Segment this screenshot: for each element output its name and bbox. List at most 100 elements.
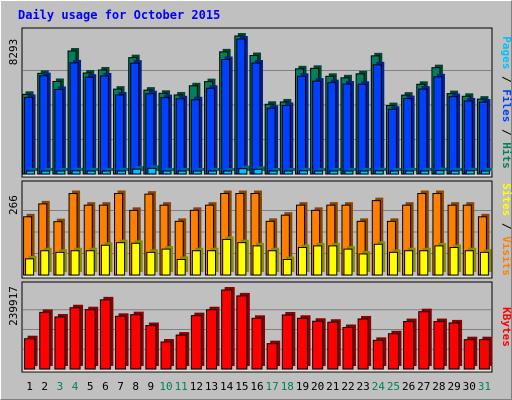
x-label-day-14: 14 bbox=[220, 380, 234, 393]
y-max-label: 239917 bbox=[7, 286, 20, 326]
bar-sites-day-22-face bbox=[343, 248, 353, 276]
bar-pages-day-2 bbox=[41, 168, 53, 175]
bar-files-day-2-face bbox=[39, 75, 49, 175]
bar-files-day-7 bbox=[115, 91, 127, 175]
bar-files-day-16 bbox=[251, 60, 263, 175]
bar-kbytes-day-15-face bbox=[236, 295, 248, 370]
bar-sites-day-5 bbox=[85, 247, 98, 276]
panel-hits-files-pages: 8293 Pages / Files / Hits bbox=[7, 27, 512, 178]
bar-files-day-9 bbox=[145, 90, 157, 175]
bar-sites-day-1-face bbox=[25, 258, 35, 276]
bar-pages-day-6 bbox=[101, 168, 114, 175]
bar-sites-day-2-face bbox=[40, 250, 50, 276]
bar-sites-day-1 bbox=[25, 255, 37, 276]
bar-sites-day-26 bbox=[404, 247, 416, 276]
bar-files-day-6 bbox=[99, 72, 112, 175]
bar-kbytes-day-6-face bbox=[99, 299, 111, 370]
bar-files-day-26-face bbox=[403, 98, 413, 175]
bar-kbytes-day-21 bbox=[327, 319, 341, 370]
bar-sites-day-16-face bbox=[252, 245, 262, 276]
bar-files-day-1-face bbox=[24, 96, 34, 175]
bar-kbytes-day-18 bbox=[281, 311, 296, 370]
bar-pages-day-6-shadow bbox=[105, 168, 114, 171]
bar-pages-day-14-face bbox=[223, 170, 233, 175]
bar-sites-day-31-face bbox=[479, 251, 489, 276]
bar-files-day-19 bbox=[296, 73, 309, 175]
bar-files-day-24-face bbox=[372, 64, 382, 175]
bar-sites-day-26-face bbox=[404, 250, 414, 276]
x-label-day-23: 23 bbox=[357, 380, 370, 393]
x-label-day-10: 10 bbox=[159, 380, 172, 393]
panel-kbytes: 239917 KBytes bbox=[7, 281, 512, 373]
legend-hits: Hits bbox=[500, 142, 512, 169]
bar-kbytes-day-25 bbox=[387, 330, 402, 370]
bar-kbytes-day-15 bbox=[236, 292, 250, 370]
x-label-day-5: 5 bbox=[87, 380, 94, 393]
bar-sites-day-31 bbox=[479, 249, 492, 276]
bar-files-day-3-face bbox=[54, 88, 64, 175]
bar-sites-day-15-face bbox=[237, 242, 247, 276]
x-label-day-13: 13 bbox=[205, 380, 218, 393]
bar-sites-day-12-face bbox=[191, 250, 201, 276]
bar-kbytes-day-3 bbox=[54, 313, 68, 370]
bar-pages-day-5 bbox=[86, 168, 99, 175]
bar-sites-day-23-face bbox=[358, 253, 368, 276]
bar-pages-day-31 bbox=[480, 168, 493, 175]
bar-pages-day-25 bbox=[389, 168, 402, 175]
bar-kbytes-day-13-face bbox=[206, 309, 218, 370]
bar-pages-day-13-shadow bbox=[211, 168, 220, 171]
x-label-day-7: 7 bbox=[117, 380, 124, 393]
bar-sites-day-2 bbox=[40, 247, 52, 276]
bar-sites-day-14 bbox=[222, 236, 234, 276]
bar-sites-day-30 bbox=[464, 247, 477, 276]
bar-sites-day-6 bbox=[100, 242, 113, 276]
bar-pages-day-2-face bbox=[41, 170, 51, 175]
bar-kbytes-day-28-face bbox=[433, 321, 445, 370]
bar-pages-day-26-face bbox=[405, 170, 415, 175]
x-label-day-29: 29 bbox=[447, 380, 460, 393]
bar-pages-day-19-shadow bbox=[302, 167, 311, 171]
legend-hits-files-pages: Pages / Files / Hits bbox=[500, 36, 512, 169]
bar-pages-day-30 bbox=[465, 167, 478, 175]
bar-pages-day-20-face bbox=[314, 170, 324, 175]
bar-pages-day-31-face bbox=[480, 170, 490, 175]
bar-files-day-29-face bbox=[448, 96, 458, 175]
bar-pages-day-19 bbox=[298, 167, 311, 175]
bar-kbytes-day-24-face bbox=[372, 339, 384, 370]
bar-pages-day-24-face bbox=[374, 170, 384, 175]
bar-files-day-8-face bbox=[130, 62, 140, 175]
bar-pages-day-3-face bbox=[56, 170, 66, 175]
x-label-day-18: 18 bbox=[281, 380, 294, 393]
bar-pages-day-5-face bbox=[86, 170, 96, 175]
bar-kbytes-day-20-face bbox=[312, 320, 324, 370]
bar-pages-day-1-shadow bbox=[29, 168, 38, 171]
bar-pages-day-20-shadow bbox=[317, 168, 326, 171]
bar-sites-day-29 bbox=[449, 244, 462, 276]
bar-pages-day-2-shadow bbox=[44, 168, 53, 171]
bar-files-day-20 bbox=[312, 78, 324, 175]
bar-kbytes-day-1 bbox=[24, 335, 38, 370]
bar-sites-day-24-face bbox=[373, 243, 383, 276]
bar-pages-day-10-face bbox=[162, 170, 172, 175]
bar-files-day-12-face bbox=[190, 99, 200, 175]
bar-pages-day-25-face bbox=[389, 170, 399, 175]
bar-files-day-8 bbox=[130, 60, 142, 175]
panel-visits-sites: 266 Sites / Visits bbox=[7, 180, 512, 279]
bar-sites-day-29-face bbox=[449, 247, 459, 276]
bar-pages-day-18 bbox=[283, 168, 296, 175]
bar-sites-day-14-face bbox=[222, 238, 232, 276]
legend-visits: Visits bbox=[500, 236, 512, 276]
bar-sites-day-18-face bbox=[282, 258, 292, 276]
bar-files-day-27-face bbox=[418, 88, 428, 175]
bar-kbytes-day-5 bbox=[84, 306, 99, 370]
bar-kbytes-day-7-face bbox=[115, 315, 127, 370]
bar-files-day-23 bbox=[357, 81, 370, 175]
bar-pages-day-17-face bbox=[268, 170, 278, 175]
bar-kbytes-day-7 bbox=[115, 313, 129, 370]
bar-files-day-16-face bbox=[251, 62, 261, 175]
bar-kbytes-day-9-face bbox=[145, 325, 157, 370]
bar-pages-day-24-shadow bbox=[378, 167, 387, 171]
bar-sites-day-3-face bbox=[55, 251, 65, 276]
bar-sites-day-30-face bbox=[464, 250, 474, 276]
bar-sites-day-10-face bbox=[161, 248, 171, 276]
